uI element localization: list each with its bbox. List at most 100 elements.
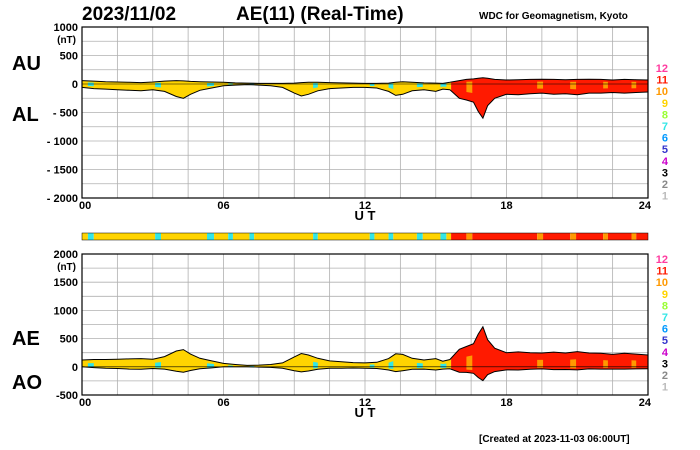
bar-segment — [214, 233, 229, 240]
y-axis-unit: (nT) — [57, 35, 76, 46]
legend-level-12: 12 — [656, 63, 668, 75]
legend-level-9: 9 — [662, 98, 668, 110]
y-tick-label: - 2000 — [47, 193, 78, 205]
bar-segment — [254, 233, 314, 240]
y-tick-label: 0 — [72, 362, 78, 374]
y-tick-label: 1000 — [54, 305, 78, 317]
legend-level-6: 6 — [662, 133, 668, 145]
bar-segment — [374, 233, 389, 240]
x-tick-label: 18 — [500, 200, 512, 212]
legend-level-2: 2 — [662, 370, 668, 382]
panel-0 — [81, 26, 649, 199]
bar-segment — [155, 233, 162, 240]
legend-level-3: 3 — [662, 358, 668, 370]
plot-frame — [81, 253, 649, 396]
legend-level-8: 8 — [662, 109, 668, 121]
bar-segment — [607, 233, 632, 240]
ao-label: AO — [12, 372, 42, 394]
legend-level-11: 11 — [656, 266, 668, 278]
legend-level-7: 7 — [662, 121, 668, 133]
legend-level-4: 4 — [662, 156, 669, 168]
level-accent — [155, 362, 162, 368]
bar-segment — [393, 233, 417, 240]
legend-level-6: 6 — [662, 324, 668, 336]
bar-segment — [472, 233, 538, 240]
area-fill-level-9 — [82, 80, 452, 99]
level-accent — [570, 81, 577, 90]
y-tick-label: -500 — [56, 390, 78, 402]
area-fill-level-11 — [451, 326, 648, 381]
series-line-ao — [81, 366, 649, 382]
station-count-bar — [81, 232, 649, 241]
y-tick-label: 1000 — [54, 22, 78, 34]
y-axis-unit: (nT) — [57, 262, 76, 273]
legend-level-7: 7 — [662, 312, 668, 324]
level-accent — [603, 360, 608, 368]
level-accent — [466, 81, 473, 93]
panel-1 — [81, 253, 649, 396]
x-tick-label: 12 — [359, 397, 371, 409]
series-line-al — [81, 84, 649, 120]
y-tick-label: 2000 — [54, 249, 78, 261]
y-tick-label: 500 — [60, 51, 78, 63]
bar-segment — [466, 233, 473, 240]
bar-segment — [446, 233, 452, 240]
level-accent — [466, 355, 473, 370]
bar-segment — [636, 233, 648, 240]
bar-segment — [603, 233, 608, 240]
x-tick-label: 00 — [79, 200, 91, 212]
ae-label: AE — [12, 328, 40, 350]
bar-segment — [232, 233, 250, 240]
x-axis-label: U T — [355, 208, 376, 223]
y-tick-label: - 500 — [53, 108, 78, 120]
y-tick-label: 1500 — [54, 277, 78, 289]
x-tick-label: 24 — [639, 200, 652, 212]
x-axis-label: U T — [355, 405, 376, 420]
bar-segment — [416, 233, 423, 240]
bar-segment — [388, 233, 394, 240]
legend-level-2: 2 — [662, 179, 668, 191]
chart-title: AE(11) (Real-Time) — [236, 4, 404, 25]
bar-segment — [631, 233, 637, 240]
bar-frame — [81, 232, 649, 241]
bar-segment — [422, 233, 441, 240]
x-tick-label: 18 — [500, 397, 512, 409]
level-accent — [570, 359, 577, 369]
legend-level-11: 11 — [656, 75, 668, 87]
x-tick-label: 06 — [217, 200, 229, 212]
series-line-au — [81, 77, 649, 84]
level-accent — [537, 359, 544, 368]
y-tick-label: - 1000 — [47, 136, 78, 148]
y-tick-label: 0 — [72, 79, 78, 91]
bar-segment — [93, 233, 156, 240]
bar-segment — [537, 233, 544, 240]
bar-segment — [82, 233, 88, 240]
bar-segment — [313, 233, 318, 240]
level-accent — [537, 81, 544, 89]
level-accent — [631, 360, 637, 368]
area-fill-level-11 — [451, 77, 648, 119]
legend-level-1: 1 — [662, 382, 668, 394]
x-tick-label: 06 — [217, 397, 229, 409]
level-accent — [313, 83, 318, 89]
chart-date: 2023/11/02 — [82, 4, 177, 25]
legend-level-10: 10 — [656, 86, 668, 98]
legend-level-12: 12 — [656, 254, 668, 266]
bar-segment — [87, 233, 94, 240]
bar-segment — [249, 233, 255, 240]
legend-level-10: 10 — [656, 277, 668, 289]
legend-level-4: 4 — [662, 347, 669, 359]
legend-level-9: 9 — [662, 289, 668, 301]
al-label: AL — [12, 104, 39, 126]
legend-level-8: 8 — [662, 300, 668, 312]
y-tick-label: 500 — [60, 334, 78, 346]
series-line-ae — [81, 325, 649, 366]
bar-segment — [576, 233, 604, 240]
x-tick-label: 00 — [79, 397, 91, 409]
plot-frame — [81, 26, 649, 199]
bar-segment — [440, 233, 447, 240]
created-timestamp: [Created at 2023-11-03 06:00UT] — [479, 434, 630, 445]
level-accent — [87, 82, 94, 87]
bar-segment — [317, 233, 370, 240]
